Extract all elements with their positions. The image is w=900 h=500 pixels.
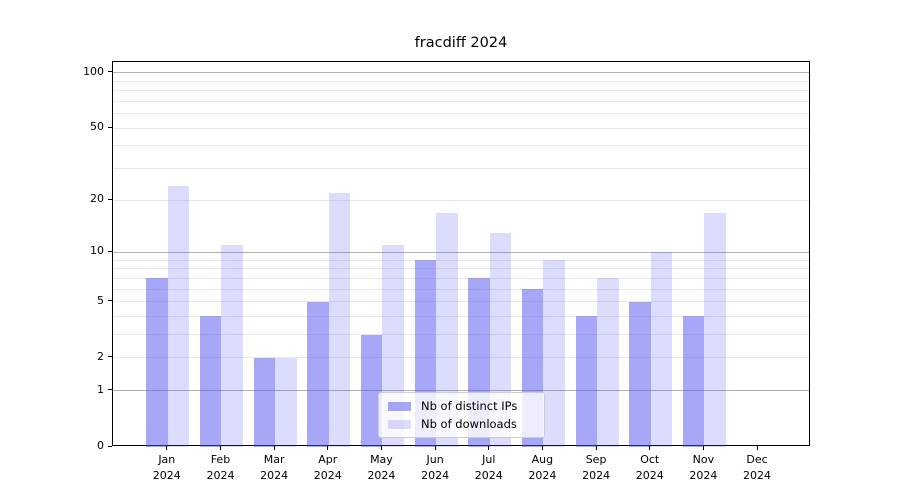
y-minor-gridline <box>113 128 809 129</box>
x-tick-label: May 2024 <box>367 453 396 482</box>
y-tick-mark <box>108 198 112 200</box>
x-tick-label: Sep 2024 <box>582 453 611 482</box>
legend-label-downloads: Nb of downloads <box>421 417 517 431</box>
y-minor-gridline <box>113 334 809 335</box>
bar-downloads-mar <box>275 357 297 447</box>
bar-downloads-apr <box>328 192 351 447</box>
y-tick-label: 5 <box>97 293 104 307</box>
x-tick-mark <box>166 446 168 450</box>
y-minor-gridline <box>113 90 809 91</box>
y-tick-label: 50 <box>90 120 104 134</box>
legend-swatch-downloads <box>388 419 411 429</box>
bar-downloads-nov <box>704 212 726 447</box>
bar-downloads-aug <box>543 260 565 447</box>
y-tick-mark <box>108 389 112 391</box>
x-tick-mark <box>595 446 597 450</box>
bar-distinct-ips-oct <box>629 301 651 447</box>
bar-downloads-oct <box>650 252 673 447</box>
x-tick-label: Jul 2024 <box>474 453 503 482</box>
bar-downloads-sep <box>597 278 619 447</box>
bar-distinct-ips-sep <box>575 316 598 447</box>
legend: Nb of distinct IPs Nb of downloads <box>378 392 545 438</box>
y-minor-gridline <box>113 357 809 358</box>
x-tick-label: Apr 2024 <box>313 453 342 482</box>
bar-distinct-ips-apr <box>307 301 329 447</box>
x-tick-label: Feb 2024 <box>206 453 235 482</box>
y-minor-gridline <box>113 145 809 146</box>
bar-distinct-ips-mar <box>253 357 276 447</box>
y-tick-mark <box>108 356 112 358</box>
bar-downloads-jun <box>436 212 458 447</box>
x-tick-label: Oct 2024 <box>635 453 664 482</box>
y-minor-gridline <box>113 81 809 82</box>
x-tick-mark <box>541 446 543 450</box>
x-tick-mark <box>219 446 221 450</box>
x-tick-label: Nov 2024 <box>689 453 718 482</box>
y-tick-label: 10 <box>90 244 104 258</box>
y-minor-gridline <box>113 278 809 279</box>
bar-distinct-ips-jan <box>146 278 168 447</box>
plot-area <box>112 61 810 447</box>
x-tick-mark <box>756 446 758 450</box>
x-tick-label: Aug 2024 <box>528 453 557 482</box>
y-minor-gridline <box>113 260 809 261</box>
x-tick-mark <box>649 446 651 450</box>
bar-downloads-jan <box>167 185 190 447</box>
bar-distinct-ips-feb <box>199 316 222 447</box>
x-tick-label: Jun 2024 <box>421 453 450 482</box>
legend-item-distinct-ips: Nb of distinct IPs <box>388 399 535 413</box>
y-tick-label: 2 <box>97 349 104 363</box>
legend-label-distinct-ips: Nb of distinct IPs <box>421 399 518 413</box>
x-tick-mark <box>434 446 436 450</box>
y-minor-gridline <box>113 301 809 302</box>
y-tick-label: 20 <box>90 192 104 205</box>
x-tick-mark <box>380 446 382 450</box>
y-minor-gridline <box>113 268 809 269</box>
y-tick-mark <box>108 126 112 128</box>
x-tick-mark <box>702 446 704 450</box>
y-minor-gridline <box>113 101 809 102</box>
x-tick-label: Jan 2024 <box>152 453 181 482</box>
bar-distinct-ips-may <box>360 334 383 447</box>
y-minor-gridline <box>113 289 809 290</box>
y-minor-gridline <box>113 200 809 201</box>
y-minor-gridline <box>113 113 809 114</box>
legend-item-downloads: Nb of downloads <box>388 417 535 431</box>
y-tick-label: 0 <box>97 439 104 452</box>
y-tick-mark <box>108 300 112 302</box>
x-tick-mark <box>488 446 490 450</box>
y-tick-mark <box>108 445 112 447</box>
x-tick-mark <box>327 446 329 450</box>
bar-distinct-ips-nov <box>682 316 705 447</box>
chart-title: fracdiff 2024 <box>414 35 508 51</box>
y-minor-gridline <box>113 316 809 317</box>
x-tick-label: Mar 2024 <box>260 453 289 482</box>
y-tick-mark <box>108 71 112 73</box>
y-major-gridline <box>113 390 809 391</box>
y-tick-label: 100 <box>83 64 104 78</box>
legend-swatch-distinct-ips <box>388 401 411 411</box>
x-tick-mark <box>273 446 275 450</box>
y-tick-label: 1 <box>97 382 104 396</box>
bar-downloads-feb <box>221 245 243 447</box>
y-major-gridline <box>113 252 809 253</box>
x-tick-label: Dec 2024 <box>743 453 772 482</box>
y-major-gridline <box>113 72 809 73</box>
y-tick-mark <box>108 250 112 252</box>
y-minor-gridline <box>113 168 809 169</box>
